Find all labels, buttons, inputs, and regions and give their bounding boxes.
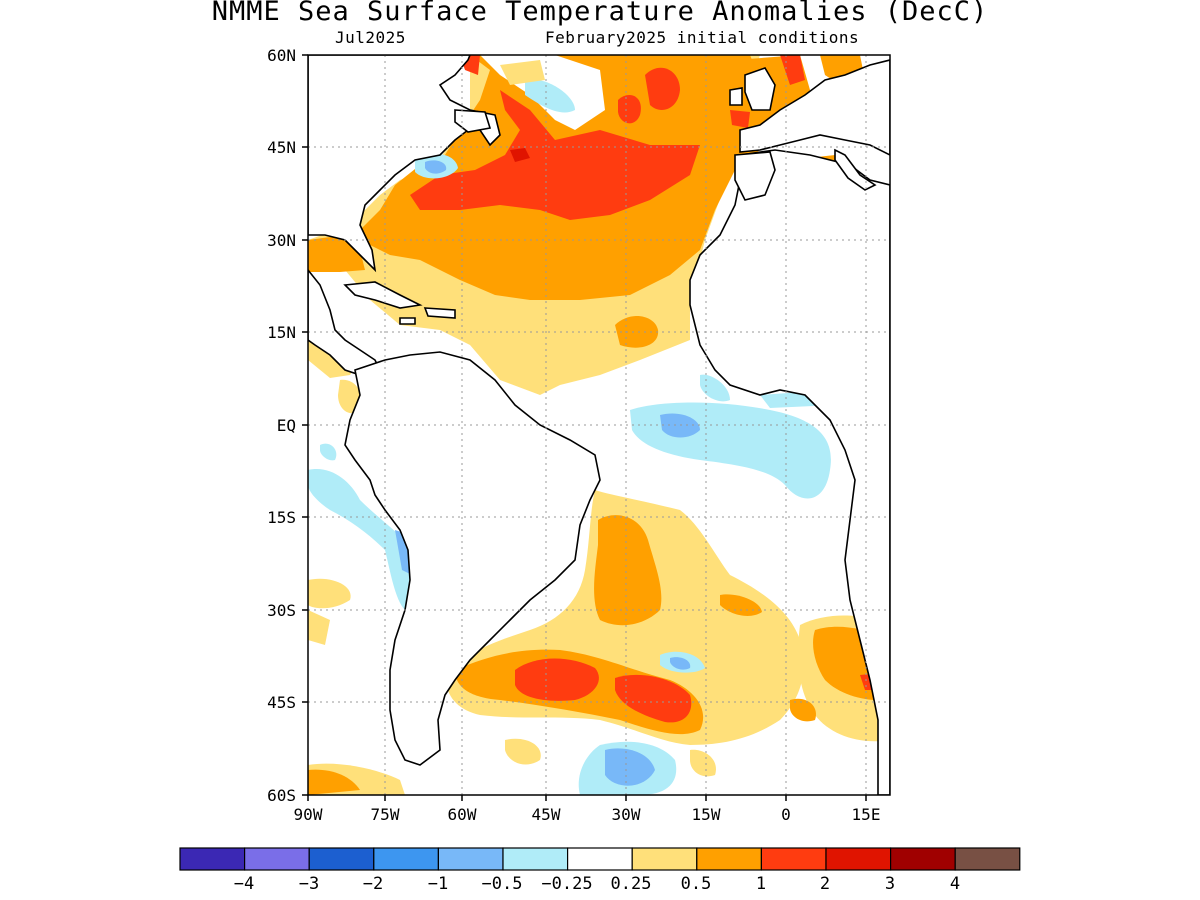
colorbar-swatch: [244, 847, 310, 871]
lon-label: 0: [781, 805, 791, 824]
lat-axis-labels: 60N 45N 30N 15N EQ 15S 30S 45S 60S: [267, 46, 296, 805]
colorbar-swatch: [566, 847, 633, 871]
lat-label: 15N: [267, 323, 296, 342]
colorbar-label: −1: [428, 874, 448, 894]
colorbar-label: −2: [363, 874, 383, 894]
colorbar-labels: −4 −3 −2 −1 −0.5 −0.25 0.25 0.5 1 2 3 4: [234, 874, 960, 894]
valid-month-label: Jul2025: [335, 28, 406, 47]
initial-conditions-label: February2025 initial conditions: [545, 28, 860, 47]
grid-lines: [308, 55, 890, 795]
colorbar-label: −4: [234, 874, 254, 894]
coastlines: [308, 55, 890, 795]
lat-label: 30S: [267, 601, 296, 620]
colorbar-swatch: [631, 847, 698, 871]
colorbar: [179, 847, 1021, 871]
colorbar-swatch: [696, 847, 762, 871]
colorbar-label: 3: [885, 874, 895, 894]
colorbar-swatch: [760, 847, 827, 871]
lat-label: 60S: [267, 786, 296, 805]
colorbar-swatch: [954, 847, 1021, 871]
colorbar-label: 2: [820, 874, 830, 894]
lon-label: 15E: [852, 805, 881, 824]
colorbar-label: −0.5: [482, 874, 523, 894]
lat-label: 45N: [267, 138, 296, 157]
anomaly-field: [308, 55, 890, 795]
colorbar-swatch: [502, 847, 569, 871]
lat-label: 45S: [267, 693, 296, 712]
lat-label: 60N: [267, 46, 296, 65]
lon-label: 15W: [692, 805, 721, 824]
lon-axis-labels: 90W 75W 60W 45W 30W 15W 0 15E: [294, 805, 881, 824]
colorbar-swatch: [825, 847, 892, 871]
colorbar-swatch: [889, 847, 956, 871]
lat-label: EQ: [277, 416, 296, 435]
colorbar-label: 0.25: [611, 874, 652, 894]
lon-label: 45W: [532, 805, 561, 824]
lon-label: 60W: [448, 805, 477, 824]
lat-label: 30N: [267, 231, 296, 250]
lon-label: 30W: [612, 805, 641, 824]
map-title: NMME Sea Surface Temperature Anomalies (…: [211, 0, 989, 27]
lat-label: 15S: [267, 508, 296, 527]
colorbar-swatch: [373, 847, 439, 871]
colorbar-swatch: [179, 847, 246, 871]
lon-label: 90W: [294, 805, 323, 824]
colorbar-swatch: [308, 847, 375, 871]
colorbar-swatch: [437, 847, 504, 871]
colorbar-label: 4: [950, 874, 960, 894]
colorbar-label: 0.5: [681, 874, 712, 894]
lon-label: 75W: [371, 805, 400, 824]
colorbar-label: 1: [756, 874, 766, 894]
colorbar-label: −3: [299, 874, 319, 894]
colorbar-label: −0.25: [541, 874, 592, 894]
axis-ticks: [302, 54, 867, 801]
